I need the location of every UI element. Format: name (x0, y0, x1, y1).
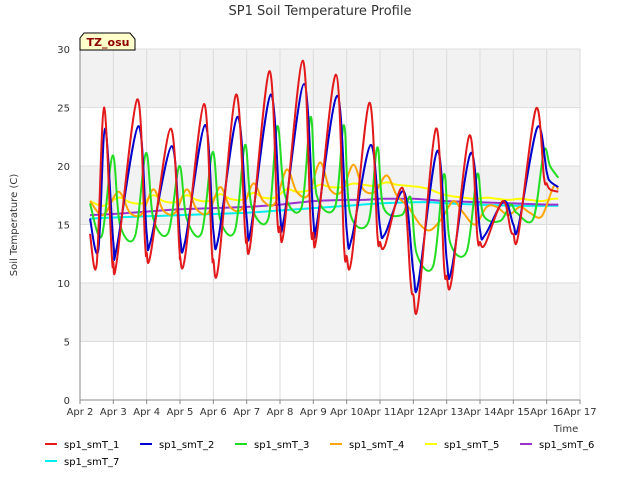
y-tick-label: 10 (57, 279, 70, 290)
series-line-sp1-smT-3 (89, 115, 560, 272)
series-line-sp1-smT-2 (89, 83, 559, 294)
x-tick-label: Apr 10 (330, 407, 363, 418)
legend-label: sp1_smT_7 (64, 457, 119, 468)
plot-band (80, 283, 580, 342)
legend-item-sp1-smT-5: sp1_smT_5 (425, 440, 499, 451)
x-tick-label: Apr 2 (67, 407, 94, 418)
legend-label: sp1_smT_1 (64, 440, 119, 451)
plot-background (80, 49, 580, 400)
y-tick-label: 5 (64, 338, 70, 349)
x-tick-label: Apr 7 (233, 407, 260, 418)
axes (79, 49, 580, 401)
x-tick-labels: Apr 2 Apr 3 Apr 4 Apr 5 Apr 6 Apr 7 Apr 8 Apr 9… (67, 400, 597, 418)
legend-item-sp1-smT-1: sp1_smT_1 (45, 440, 119, 451)
y-tick-label: 25 (57, 104, 70, 115)
x-tick-label: Apr 6 (200, 407, 227, 418)
badge-shape (79, 32, 136, 51)
plot-band (80, 49, 580, 108)
series-line-sp1-smT-1 (89, 59, 559, 315)
badge-label: TZ_osu (87, 36, 130, 49)
y-tick-labels: 0 5 10 15 20 25 30 (57, 45, 70, 407)
station-badge: TZ_osu (79, 32, 136, 51)
legend-label: sp1_smT_6 (539, 440, 594, 451)
x-tick-label: Apr 9 (300, 407, 327, 418)
plot-band (80, 341, 580, 400)
legend-item-sp1-smT-2: sp1_smT_2 (140, 440, 214, 451)
series-layer (89, 59, 560, 315)
x-tick-label: Apr 11 (363, 407, 396, 418)
x-tick-label: Apr 8 (267, 407, 294, 418)
chart-title: SP1 Soil Temperature Profile (229, 4, 412, 19)
legend-label: sp1_smT_4 (349, 440, 404, 451)
x-axis-label: Time (553, 424, 578, 435)
series-line-sp1-smT-6 (89, 197, 559, 217)
legend-item-sp1-smT-3: sp1_smT_3 (235, 440, 309, 451)
legend-label: sp1_smT_2 (159, 440, 214, 451)
x-tick-label: Apr 13 (430, 407, 463, 418)
legend-label: sp1_smT_3 (254, 440, 309, 451)
x-tick-label: Apr 4 (133, 407, 160, 418)
plot-band (80, 107, 580, 166)
x-tick-label: Apr 5 (167, 407, 194, 418)
y-tick-label: 0 (64, 396, 70, 407)
legend-item-sp1-smT-4: sp1_smT_4 (330, 440, 404, 451)
x-tick-label: Apr 16 (530, 407, 563, 418)
x-tick-label: Apr 17 (563, 407, 596, 418)
y-tick-label: 20 (57, 162, 70, 173)
x-tick-label: Apr 15 (497, 407, 530, 418)
y-axis-label: Soil Temperature (C) (9, 174, 20, 277)
legend-item-sp1-smT-6: sp1_smT_6 (520, 440, 594, 451)
legend-label: sp1_smT_5 (444, 440, 499, 451)
legend-item-sp1-smT-7: sp1_smT_7 (45, 457, 119, 468)
y-tick-label: 30 (57, 45, 70, 56)
series-line-sp1-smT-5 (89, 181, 559, 207)
x-tick-label: Apr 12 (397, 407, 430, 418)
series-line-sp1-smT-4 (89, 161, 560, 232)
x-tick-label: Apr 3 (100, 407, 127, 418)
x-tick-label: Apr 14 (463, 407, 496, 418)
y-tick-label: 15 (57, 221, 70, 232)
plot-band (80, 224, 580, 283)
legend: sp1_smT_1 sp1_smT_2 sp1_smT_3 sp1_smT_4 sp1_… (45, 440, 594, 468)
